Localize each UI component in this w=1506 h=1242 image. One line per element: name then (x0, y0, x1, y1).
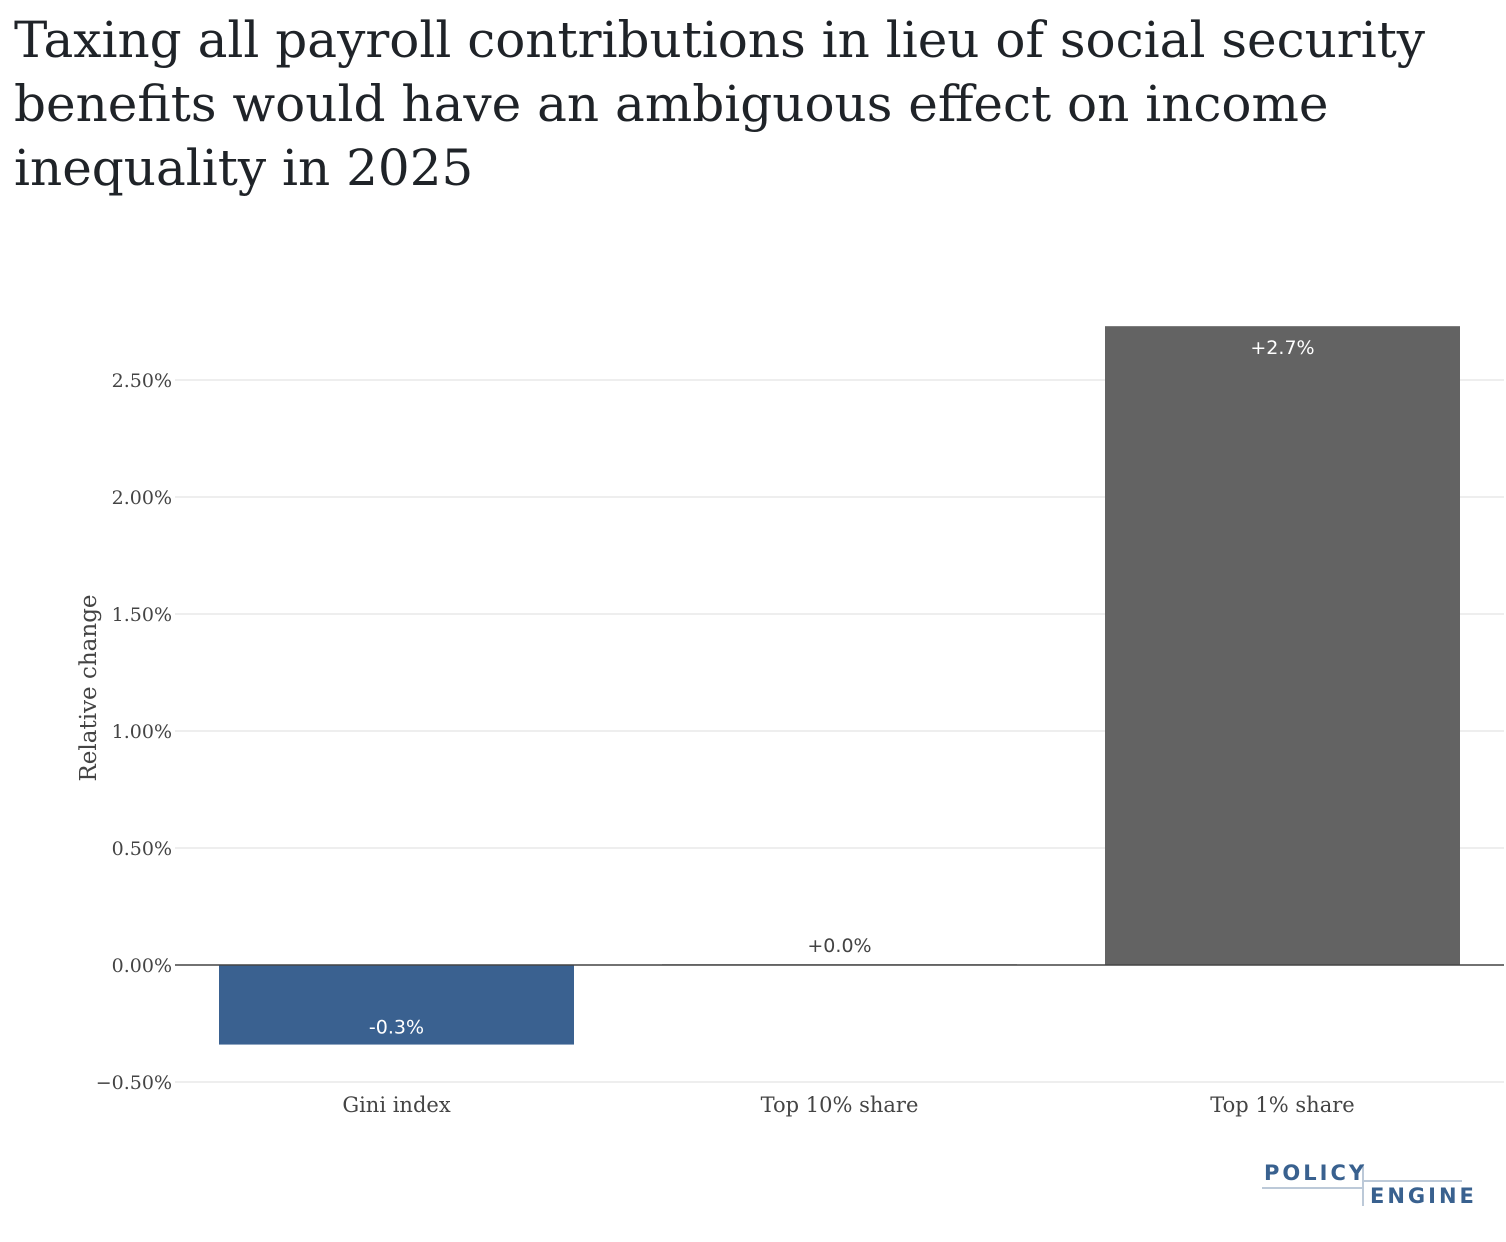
x-tick-label: Top 1% share (1210, 1093, 1354, 1117)
y-tick-label: −0.50% (96, 1072, 172, 1094)
data-label: +2.7% (1250, 337, 1314, 359)
y-axis-label: Relative change (76, 594, 102, 781)
y-tick-label: 1.50% (112, 604, 172, 626)
y-tick-label: 2.50% (112, 370, 172, 392)
bar (219, 965, 574, 1045)
y-tick-label: 0.50% (112, 838, 172, 860)
y-axis-ticks: −0.50% 0.00% 0.50% 1.00% 1.50% 2.00% 2.50% (96, 370, 172, 1094)
data-label: -0.3% (369, 1017, 424, 1039)
bar (1105, 326, 1460, 965)
y-tick-label: 2.00% (112, 487, 172, 509)
y-tick-label: 1.00% (112, 721, 172, 743)
policyengine-logo: POLICY ENGINE (1262, 1160, 1474, 1212)
x-tick-label: Gini index (342, 1093, 451, 1117)
x-tick-label: Top 10% share (761, 1093, 919, 1117)
x-axis-ticks: Gini index Top 10% share Top 1% share (342, 1093, 1354, 1117)
chart-title: Taxing all payroll contributions in lieu… (14, 11, 1426, 197)
logo-text-policy: POLICY (1264, 1161, 1368, 1185)
y-tick-label: 0.00% (112, 955, 172, 977)
data-labels: -0.3% +0.0% +2.7% (369, 337, 1315, 1038)
bars (219, 326, 1460, 1045)
logo-text-engine: ENGINE (1370, 1184, 1477, 1208)
data-label: +0.0% (807, 935, 871, 957)
